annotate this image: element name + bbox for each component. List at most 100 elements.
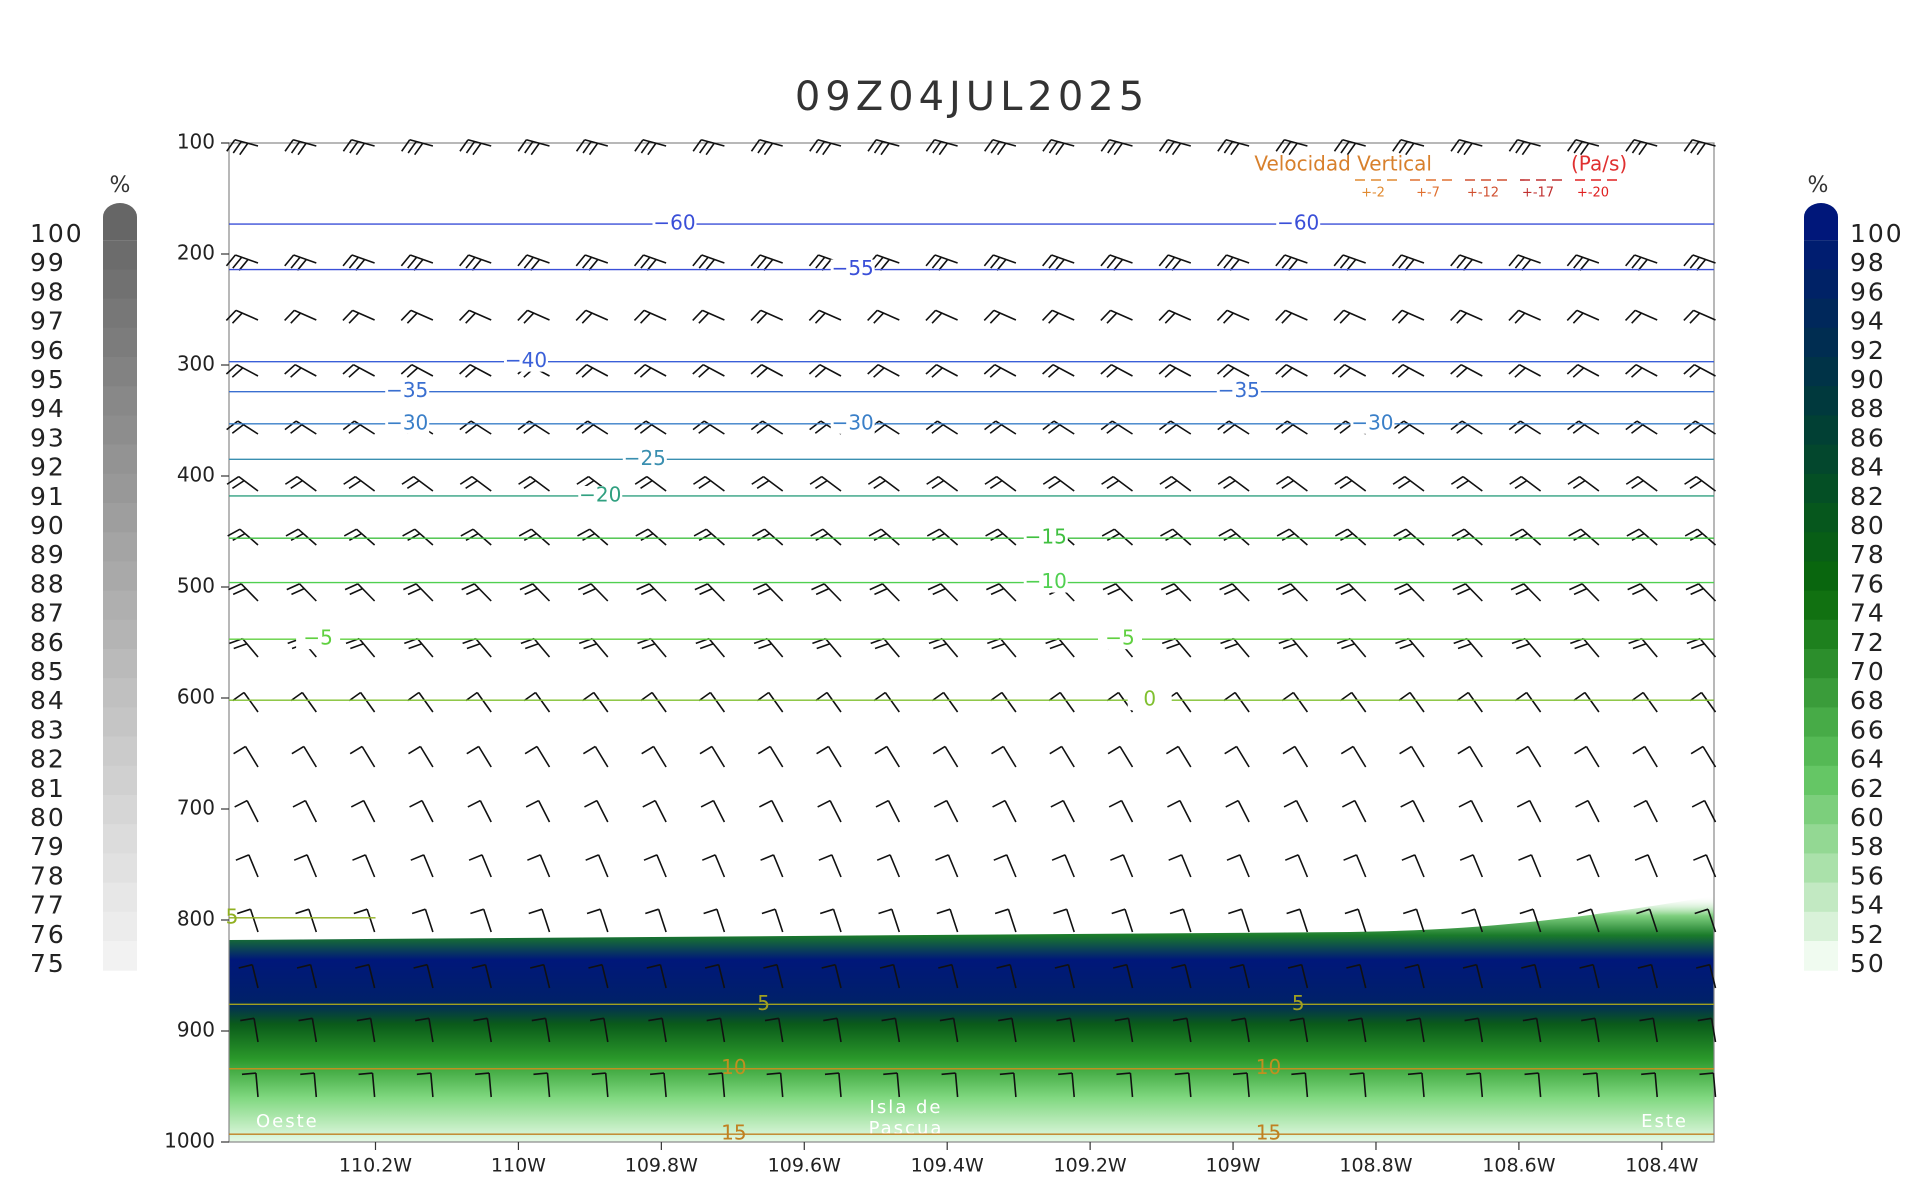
annotation: Isla de xyxy=(870,1097,943,1118)
colorbar-cell xyxy=(103,795,137,825)
contour-label: −60 xyxy=(1277,211,1319,235)
x-tick-label: 109.2W xyxy=(1054,1155,1127,1177)
wind-barb xyxy=(465,691,492,713)
wind-barb xyxy=(1574,745,1600,768)
colorbar-label: 92 xyxy=(30,453,66,482)
wind-barb xyxy=(1346,963,1367,989)
wind-barb xyxy=(1573,691,1600,713)
legend-title: Velocidad Vertical xyxy=(1254,152,1432,176)
wind-barb xyxy=(591,1072,609,1098)
wind-barb xyxy=(808,254,842,271)
wind-barb xyxy=(1404,963,1425,989)
x-tick-label: 108.6W xyxy=(1482,1155,1555,1177)
wind-barb xyxy=(816,745,842,768)
wind-barb xyxy=(874,745,900,768)
colorbar-label: 90 xyxy=(30,511,66,540)
contour-label: −35 xyxy=(386,378,428,402)
wind-barb xyxy=(342,363,375,378)
wind-barb xyxy=(692,363,725,378)
wind-barb xyxy=(348,691,376,713)
wind-barb xyxy=(1216,309,1250,324)
wind-barb xyxy=(459,363,492,378)
wind-barb xyxy=(1461,908,1484,933)
wind-barb xyxy=(867,475,900,492)
colorbar-label: 97 xyxy=(30,307,66,336)
colorbar-unit: % xyxy=(1808,173,1829,198)
wind-barb xyxy=(1634,854,1658,878)
annotation: Este xyxy=(1641,1111,1688,1132)
wind-barb xyxy=(1509,475,1542,492)
wind-barb xyxy=(636,583,667,602)
wind-barb xyxy=(1577,908,1600,933)
contour-label: −15 xyxy=(1025,525,1067,549)
wind-barb xyxy=(1637,963,1658,989)
wind-barb xyxy=(983,254,1017,271)
wind-barb xyxy=(352,854,376,878)
y-tick-label: 600 xyxy=(177,685,215,709)
wind-barb xyxy=(584,799,609,823)
wind-barb xyxy=(1631,691,1658,713)
colorbar-label: 86 xyxy=(1850,423,1886,452)
wind-barb xyxy=(528,908,551,933)
wind-barb xyxy=(342,254,375,271)
wind-barb xyxy=(575,254,609,271)
wind-barb xyxy=(1217,420,1250,435)
wind-barb xyxy=(1219,583,1250,602)
wind-barb xyxy=(756,691,784,713)
wind-barb xyxy=(808,363,842,378)
wind-barb xyxy=(356,1017,376,1043)
wind-barb xyxy=(1508,309,1541,324)
wind-barb xyxy=(475,1072,492,1098)
colorbar-cell xyxy=(1804,327,1838,358)
colorbar-label: 84 xyxy=(1850,453,1886,482)
wind-barb xyxy=(817,799,842,823)
colorbar-label: 50 xyxy=(1850,949,1886,978)
colorbar-label: 80 xyxy=(30,803,66,832)
wind-barb xyxy=(925,254,958,271)
colorbar-cell xyxy=(1804,590,1838,621)
wind-barb xyxy=(575,309,609,324)
contour-label: 15 xyxy=(721,1121,746,1145)
wind-barb xyxy=(409,799,434,823)
wind-barb xyxy=(342,139,375,156)
legend-label: +-2 xyxy=(1361,186,1385,201)
wind-barb xyxy=(285,528,317,546)
colorbar-cell xyxy=(1804,203,1838,241)
wind-barb xyxy=(1158,254,1192,271)
wind-barb xyxy=(753,637,784,658)
wind-barb xyxy=(1576,854,1600,878)
wind-barb xyxy=(1694,908,1717,933)
wind-barb xyxy=(932,745,959,768)
wind-barb xyxy=(642,799,667,823)
wind-barb xyxy=(1625,254,1658,271)
wind-barb xyxy=(293,854,318,878)
wind-barb xyxy=(701,854,726,878)
wind-barb xyxy=(1116,1072,1134,1098)
wind-barb xyxy=(1051,854,1075,878)
wind-barb xyxy=(459,475,492,492)
contour-label: −20 xyxy=(579,482,621,506)
wind-barb xyxy=(1686,637,1717,658)
wind-barb xyxy=(413,963,434,989)
wind-barb xyxy=(1516,799,1542,823)
colorbar-label: 58 xyxy=(1850,832,1886,861)
wind-barb xyxy=(1391,309,1425,324)
wind-barb xyxy=(695,637,726,658)
wind-barb xyxy=(1641,1072,1658,1098)
wind-barb xyxy=(1508,363,1541,378)
contour-label-bg xyxy=(578,485,623,506)
contour-label: 15 xyxy=(1256,1121,1281,1145)
wind-barb xyxy=(1174,1072,1192,1098)
wind-barb xyxy=(1167,799,1192,823)
wind-barb xyxy=(1158,363,1192,378)
wind-barb xyxy=(761,908,784,933)
x-tick-label: 108.8W xyxy=(1339,1155,1412,1177)
wind-barb xyxy=(517,139,550,156)
wind-barb xyxy=(692,420,725,435)
wind-barb xyxy=(1567,475,1600,492)
colorbar-cell xyxy=(1804,415,1838,446)
wind-barb xyxy=(883,1072,901,1098)
wind-barb xyxy=(1508,420,1542,435)
colorbar-label: 91 xyxy=(30,482,66,511)
colorbar-label: 88 xyxy=(30,569,66,598)
